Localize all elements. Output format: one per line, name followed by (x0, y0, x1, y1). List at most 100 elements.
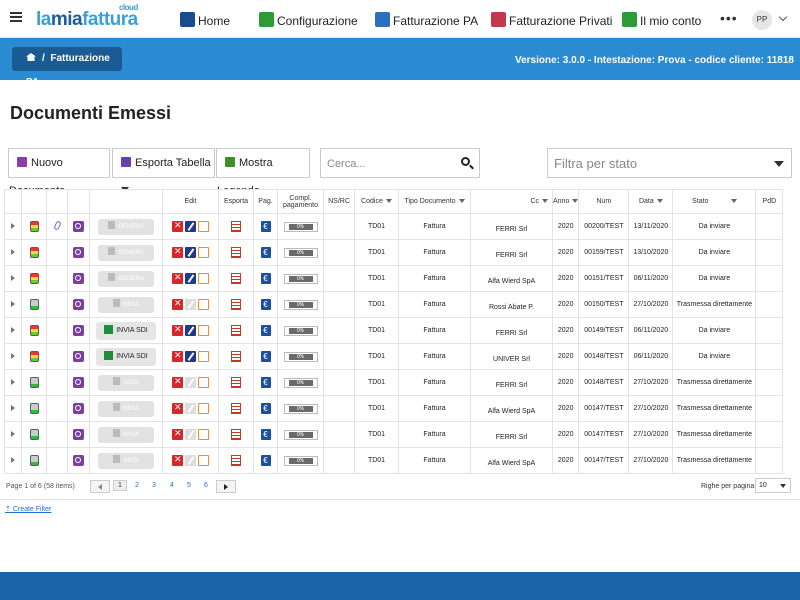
search-input[interactable]: Cerca... (320, 148, 480, 178)
expand-row-icon[interactable] (11, 456, 15, 463)
table-row[interactable]: INVIA € 0% TD01 Fattura Alfa Wierd SpA 2… (4, 395, 784, 422)
copy-icon[interactable] (198, 429, 209, 440)
delete-icon[interactable] (172, 428, 183, 440)
create-filter-link[interactable]: ⇡ Create Filter (5, 506, 52, 513)
status-filter-select[interactable]: Filtra per stato (547, 148, 792, 178)
expand-row-icon[interactable] (11, 430, 15, 437)
expand-row-icon[interactable] (11, 352, 15, 359)
copy-icon[interactable] (198, 455, 209, 466)
col-cc[interactable]: Cc (470, 189, 553, 214)
edit-icon[interactable] (185, 273, 196, 284)
edit-icon[interactable] (185, 429, 196, 440)
delete-icon[interactable] (172, 220, 183, 232)
avatar[interactable]: PP (752, 10, 772, 30)
send-button[interactable]: INVIA (98, 426, 154, 443)
edit-icon[interactable] (185, 247, 196, 258)
edit-icon[interactable] (185, 221, 196, 232)
table-row[interactable]: INVIA € 0% TD01 Fattura Alfa Wierd SpA 2… (4, 447, 784, 474)
edit-icon[interactable] (185, 299, 196, 310)
expand-row-icon[interactable] (11, 222, 15, 229)
view-icon[interactable] (73, 325, 84, 336)
delete-icon[interactable] (172, 298, 183, 310)
copy-icon[interactable] (198, 221, 209, 232)
col-tipo-documento[interactable]: Tipo Documento (398, 189, 471, 214)
generate-button[interactable]: GENERA (98, 270, 154, 287)
export-icon[interactable] (231, 377, 241, 388)
edit-icon[interactable] (185, 403, 196, 414)
logo[interactable]: cloud lamiafattura (36, 3, 138, 30)
more-icon[interactable]: ••• (720, 10, 738, 26)
delete-icon[interactable] (172, 246, 183, 258)
copy-icon[interactable] (198, 403, 209, 414)
table-row[interactable]: GENERA € 0% TD01 Fattura FERRI Srl 2020 … (4, 213, 784, 240)
send-button[interactable]: INVIA (98, 296, 154, 313)
export-icon[interactable] (231, 221, 241, 232)
euro-icon[interactable]: € (260, 325, 271, 336)
col-data[interactable]: Data (628, 189, 674, 214)
delete-icon[interactable] (172, 324, 183, 336)
col-stato[interactable]: Stato (672, 189, 757, 214)
edit-icon[interactable] (185, 351, 196, 362)
expand-row-icon[interactable] (11, 326, 15, 333)
euro-icon[interactable]: € (260, 247, 271, 258)
copy-icon[interactable] (198, 299, 209, 310)
export-icon[interactable] (231, 325, 241, 336)
send-sdi-button[interactable]: INVIA SDI (96, 321, 156, 340)
expand-row-icon[interactable] (11, 300, 15, 307)
delete-icon[interactable] (172, 454, 183, 466)
page-6[interactable]: 6 (204, 482, 208, 489)
euro-icon[interactable]: € (260, 351, 271, 362)
page-3[interactable]: 3 (152, 482, 156, 489)
col-codice[interactable]: Codice (354, 189, 399, 214)
expand-row-icon[interactable] (11, 404, 15, 411)
table-row[interactable]: INVIA SDI € 0% TD01 Fattura FERRI Srl 20… (4, 317, 784, 344)
page-5[interactable]: 5 (187, 482, 191, 489)
send-button[interactable]: INVIA (98, 452, 154, 469)
prev-page-button[interactable] (90, 480, 110, 493)
col-anno[interactable]: Anno (551, 189, 580, 214)
euro-icon[interactable]: € (260, 377, 271, 388)
view-icon[interactable] (73, 377, 84, 388)
export-icon[interactable] (231, 429, 241, 440)
page-2[interactable]: 2 (135, 482, 139, 489)
rows-per-page-select[interactable]: 10 (755, 478, 791, 493)
table-row[interactable]: INVIA € 0% TD01 Fattura FERRI Srl 2020 0… (4, 421, 784, 448)
export-icon[interactable] (231, 455, 241, 466)
copy-icon[interactable] (198, 325, 209, 336)
euro-icon[interactable]: € (260, 221, 271, 232)
export-icon[interactable] (231, 403, 241, 414)
export-icon[interactable] (231, 247, 241, 258)
copy-icon[interactable] (198, 351, 209, 362)
euro-icon[interactable]: € (260, 403, 271, 414)
page-4[interactable]: 4 (170, 482, 174, 489)
next-page-button[interactable] (216, 480, 236, 493)
delete-icon[interactable] (172, 376, 183, 388)
table-row[interactable]: GENERA € 0% TD01 Fattura FERRI Srl 2020 … (4, 239, 784, 266)
generate-button[interactable]: GENERA (98, 218, 154, 235)
new-document-button[interactable]: Nuovo Documento (8, 148, 110, 197)
export-icon[interactable] (231, 351, 241, 362)
search-icon[interactable] (461, 157, 470, 166)
delete-icon[interactable] (172, 350, 183, 362)
view-icon[interactable] (73, 351, 84, 362)
euro-icon[interactable]: € (260, 299, 271, 310)
view-icon[interactable] (73, 403, 84, 414)
chevron-down-icon[interactable] (778, 12, 788, 22)
menu-icon[interactable] (10, 12, 22, 22)
show-legend-button[interactable]: Mostra Legenda (216, 148, 310, 197)
generate-button[interactable]: GENERA (98, 244, 154, 261)
view-icon[interactable] (73, 273, 84, 284)
export-table-button[interactable]: Esporta Tabella (112, 148, 215, 192)
view-icon[interactable] (73, 455, 84, 466)
table-row[interactable]: INVIA € 0% TD01 Fattura FERRI Srl 2020 0… (4, 369, 784, 396)
view-icon[interactable] (73, 221, 84, 232)
attachment-icon[interactable] (52, 220, 62, 231)
copy-icon[interactable] (198, 273, 209, 284)
view-icon[interactable] (73, 299, 84, 310)
expand-row-icon[interactable] (11, 274, 15, 281)
table-row[interactable]: INVIA SDI € 0% TD01 Fattura UNIVER Srl 2… (4, 343, 784, 370)
page-1[interactable]: 1 (113, 480, 127, 491)
export-icon[interactable] (231, 299, 241, 310)
copy-icon[interactable] (198, 247, 209, 258)
delete-icon[interactable] (172, 272, 183, 284)
